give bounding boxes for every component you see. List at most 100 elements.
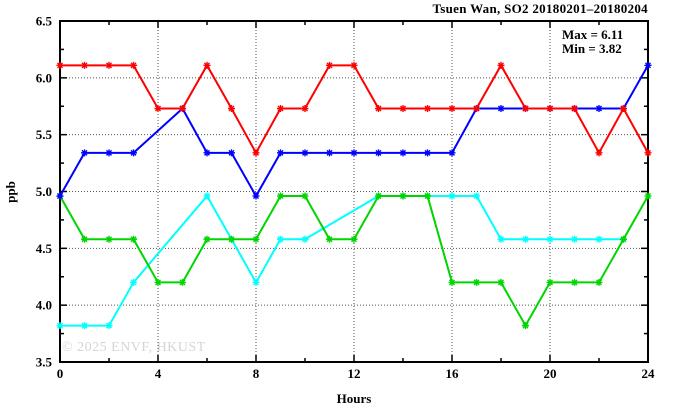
series-red-marker [350, 61, 358, 69]
series-green-marker [424, 192, 431, 200]
series-red-marker [595, 149, 603, 157]
series-cyan-marker [105, 322, 113, 330]
series-green-marker [228, 235, 235, 243]
x-tick-label-12: 12 [348, 366, 361, 381]
series-blue-marker [105, 149, 113, 157]
series-green-marker [595, 278, 603, 286]
series-blue-marker [277, 149, 284, 157]
series-red-marker [228, 105, 235, 113]
series-green-marker [399, 192, 407, 200]
series-blue-marker [252, 192, 260, 200]
series-green-marker [497, 278, 505, 286]
y-tick-label-4.5: 4.5 [36, 241, 53, 256]
series-red-marker [571, 105, 578, 113]
stats-annotation: Max = 6.11 Min = 3.82 [562, 28, 623, 56]
series-cyan-marker [571, 235, 578, 243]
series-red-marker [399, 105, 407, 113]
series-red-marker [56, 61, 64, 69]
max-annotation: Max = 6.11 [562, 27, 624, 42]
series-red-marker [301, 105, 309, 113]
series-red-marker [375, 105, 382, 113]
series-green-marker [252, 235, 260, 243]
series-blue-marker [81, 149, 88, 157]
series-blue-marker [424, 149, 431, 157]
y-tick-label-3.5: 3.5 [36, 355, 53, 370]
watermark: © 2025 ENVF, HKUST [62, 340, 206, 355]
series-red-marker [644, 149, 652, 157]
series-green-marker [522, 322, 529, 330]
y-tick-label-5: 5.0 [36, 184, 52, 199]
series-red-marker [154, 105, 162, 113]
series-blue-marker [326, 149, 333, 157]
y-axis-title: ppb [3, 181, 18, 203]
series-cyan-marker [448, 192, 456, 200]
chart-title: Tsuen Wan, SO2 20180201–20180204 [432, 1, 648, 16]
series-green-marker [375, 192, 382, 200]
series-blue-marker [399, 149, 407, 157]
series-red-marker [203, 61, 211, 69]
series-blue-marker [497, 105, 505, 113]
series-red-marker [448, 105, 456, 113]
series-cyan-marker [277, 235, 284, 243]
series-green-marker [179, 278, 186, 286]
series-green-marker [277, 192, 284, 200]
series-green-marker [130, 235, 137, 243]
series-red-marker [179, 105, 186, 113]
y-tick-label-5.5: 5.5 [36, 127, 53, 142]
series-red-marker [130, 61, 137, 69]
series-cyan-marker [130, 278, 137, 286]
series-blue-marker [375, 149, 382, 157]
series-green-marker [473, 278, 480, 286]
series-cyan-marker [56, 322, 64, 330]
series-cyan-marker [301, 235, 309, 243]
y-tick-label-6: 6.0 [36, 70, 52, 85]
series-red-marker [326, 61, 333, 69]
x-tick-label-0: 0 [57, 366, 64, 381]
series-green-marker [448, 278, 456, 286]
x-tick-label-8: 8 [253, 366, 260, 381]
series-cyan-line [60, 194, 624, 327]
series-cyan-marker [473, 192, 480, 200]
x-tick-label-20: 20 [544, 366, 557, 381]
series-green-marker [326, 235, 333, 243]
x-axis-title: Hours [336, 391, 372, 406]
series-blue-marker [448, 149, 456, 157]
series-green-marker [203, 235, 211, 243]
series-red-marker [497, 61, 505, 69]
series-green-marker [301, 192, 309, 200]
series-cyan-marker [522, 235, 529, 243]
series-red-marker [105, 61, 113, 69]
series-red-marker [620, 105, 627, 113]
series-blue-marker [350, 149, 358, 157]
series-green-marker [350, 235, 358, 243]
min-annotation: Min = 3.82 [562, 41, 622, 56]
series-blue-marker [56, 192, 64, 200]
series-red-marker [424, 105, 431, 113]
series-green-marker [81, 235, 88, 243]
series-blue-marker [644, 61, 652, 69]
series-red-marker [522, 105, 529, 113]
series-blue-marker [130, 149, 137, 157]
series-green-marker [154, 278, 162, 286]
series-cyan-marker [203, 192, 211, 200]
x-tick-label-16: 16 [446, 366, 460, 381]
series-cyan-marker [81, 322, 88, 330]
x-tick-label-4: 4 [155, 366, 162, 381]
series-blue-marker [203, 149, 211, 157]
series-green-marker [620, 235, 627, 243]
series-cyan-marker [252, 278, 260, 286]
series-green-marker [105, 235, 113, 243]
series-blue-marker [228, 149, 235, 157]
series-blue-marker [301, 149, 309, 157]
series-red-marker [277, 105, 284, 113]
series-red-marker [546, 105, 554, 113]
y-tick-label-6.5: 6.5 [36, 14, 53, 29]
series-cyan-marker [595, 235, 603, 243]
series-green-marker [571, 278, 578, 286]
series-red-marker [81, 61, 88, 69]
series-cyan-marker [497, 235, 505, 243]
series-green-marker [546, 278, 554, 286]
series-red-marker [473, 105, 480, 113]
